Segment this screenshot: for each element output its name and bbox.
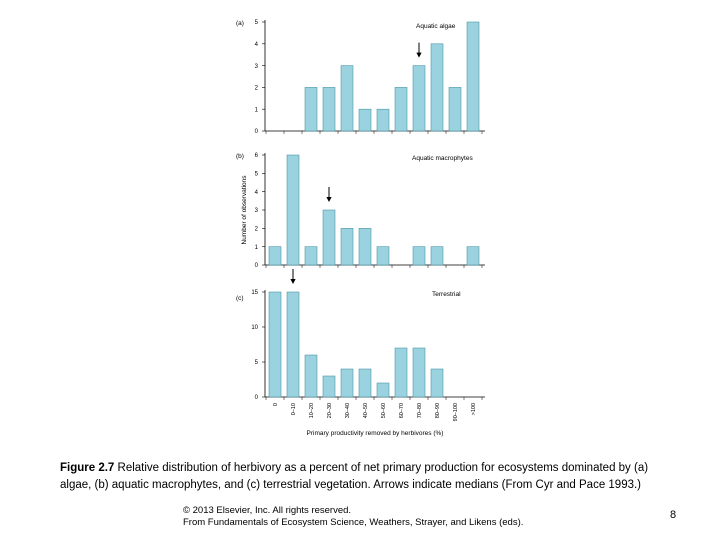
x-tick-label: >100 [471,403,477,415]
y-tick-label: 3 [255,208,259,214]
x-tick-label: 50–60 [381,403,387,418]
figure-label: Figure 2.7 [60,462,115,474]
y-axis-label: Number of observations [241,175,248,245]
bar [412,65,426,132]
y-tick-label: 15 [251,290,258,296]
y-tick-label: 5 [255,360,259,366]
median-arrow-head [326,197,332,202]
panel-title: Aquatic macrophytes [412,155,473,162]
median-arrow-head [416,52,422,58]
x-tick-label: 90–100 [453,403,459,421]
x-tick-label: 80–90 [435,403,441,418]
bar [412,246,426,266]
bar [268,246,282,266]
bar [340,228,354,266]
y-tick-label: 4 [255,42,259,48]
bar [448,87,462,132]
bar [268,291,282,398]
bar [358,368,372,398]
page-number: 8 [670,509,677,521]
y-tick-label: 10 [251,325,258,331]
panel-letter: (b) [236,153,244,160]
x-tick-label: 40–50 [363,403,369,418]
figure-caption: Figure 2.7 Relative distribution of herb… [60,460,680,494]
bar [340,368,354,398]
panel-title: Terrestrial [432,291,461,298]
bar [466,21,480,132]
x-tick-label: 60–70 [399,403,405,418]
y-tick-label: 2 [255,86,259,92]
caption-text: Relative distribution of herbivory as a … [60,462,649,491]
bar [304,87,318,132]
bar [322,209,336,266]
bar [322,87,336,132]
source-line: From Fundamentals of Ecosystem Science, … [183,517,524,528]
y-tick-label: 5 [255,172,259,178]
panel-letter: (a) [236,20,244,27]
y-tick-label: 1 [255,107,259,113]
y-tick-label: 6 [255,153,259,159]
x-tick-label: 0 [273,403,279,406]
bar [394,347,408,398]
bar [376,246,390,266]
x-axis-label: Primary productivity removed by herbivor… [307,430,444,437]
bar [304,246,318,266]
bar [466,246,480,266]
y-tick-label: 0 [255,395,259,401]
bar [358,228,372,266]
x-tick-label: 10–20 [309,403,315,418]
y-tick-label: 3 [255,64,259,70]
y-tick-label: 1 [255,245,259,251]
copyright-credit: © 2013 Elsevier, Inc. All rights reserve… [183,505,523,529]
median-arrow-head [290,279,296,284]
x-tick-label: 0–10 [291,403,297,415]
bar [322,375,336,398]
x-tick-label: 70–80 [417,403,423,418]
bar [376,108,390,132]
y-tick-label: 4 [255,190,259,196]
herbivory-figure: (a) Aquatic algae 0 1 2 3 4 5 (b) Aquatic macroph… [236,20,485,437]
bar [430,43,444,132]
copyright-line: © 2013 Elsevier, Inc. All rights reserve… [183,505,352,516]
y-tick-label: 2 [255,227,259,233]
y-tick-label: 0 [255,129,259,135]
bar [376,382,390,398]
y-tick-label: 5 [255,20,259,26]
bar [412,347,426,398]
bar [430,246,444,266]
panel-title: Aquatic algae [416,23,456,30]
bar [394,87,408,132]
x-tick-label: 20–30 [327,403,333,418]
bar [340,65,354,132]
x-tick-label: 30–40 [345,403,351,418]
bar [286,154,300,266]
bar [358,108,372,132]
panel-letter: (c) [236,295,244,302]
bar [304,354,318,398]
bar [430,368,444,398]
y-tick-label: 0 [255,263,259,269]
bar [286,291,300,398]
